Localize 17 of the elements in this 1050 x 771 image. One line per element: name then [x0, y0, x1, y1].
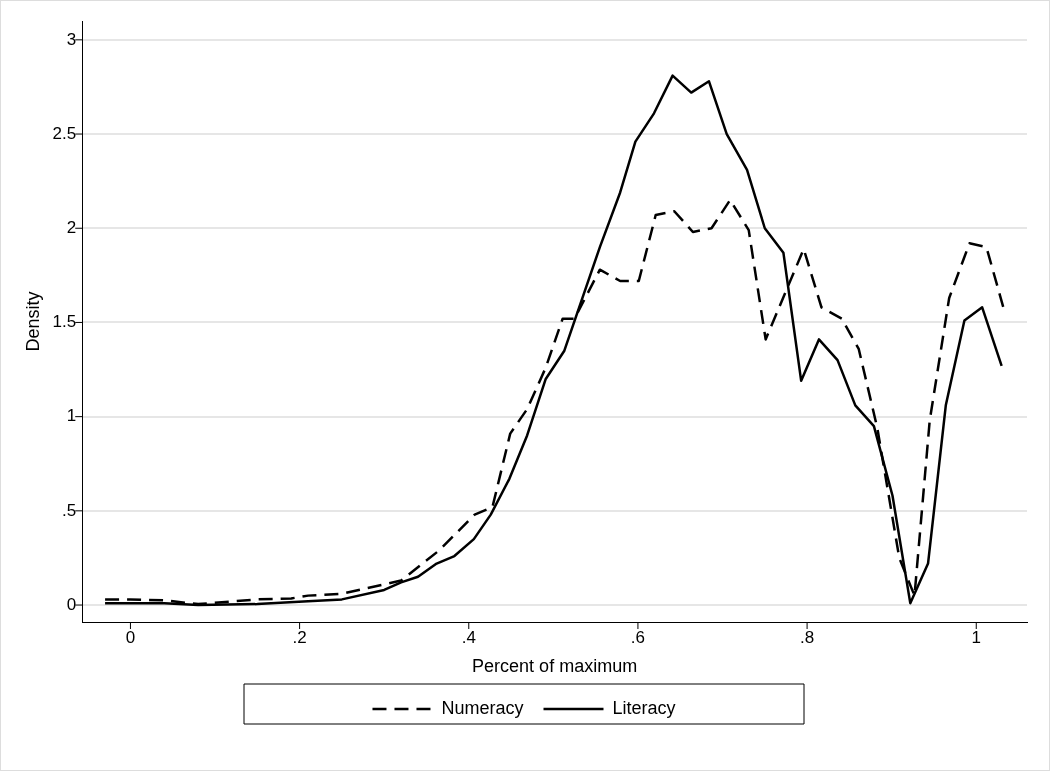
x-tick-label: .2 [292, 627, 307, 647]
y-tick-label: 2.5 [52, 123, 77, 143]
y-tick-label: 1 [66, 406, 77, 426]
x-tick-label: .8 [800, 627, 815, 647]
y-tick-label: 3 [66, 29, 77, 49]
y-tick-label: 1.5 [52, 312, 77, 332]
x-axis-title: Percent of maximum [472, 656, 638, 677]
y-axis-title: Density [22, 291, 43, 352]
y-tick-label: 2 [66, 217, 77, 237]
x-tick-label: .4 [461, 627, 476, 647]
x-tick-label: .6 [630, 627, 646, 647]
x-tick-label: 0 [125, 627, 136, 647]
legend-label: Literacy [612, 697, 676, 718]
legend-label: Numeracy [441, 697, 524, 718]
y-tick-label: 0 [66, 594, 77, 614]
x-tick-label: 1 [971, 627, 981, 647]
y-tick-label: .5 [62, 500, 77, 520]
